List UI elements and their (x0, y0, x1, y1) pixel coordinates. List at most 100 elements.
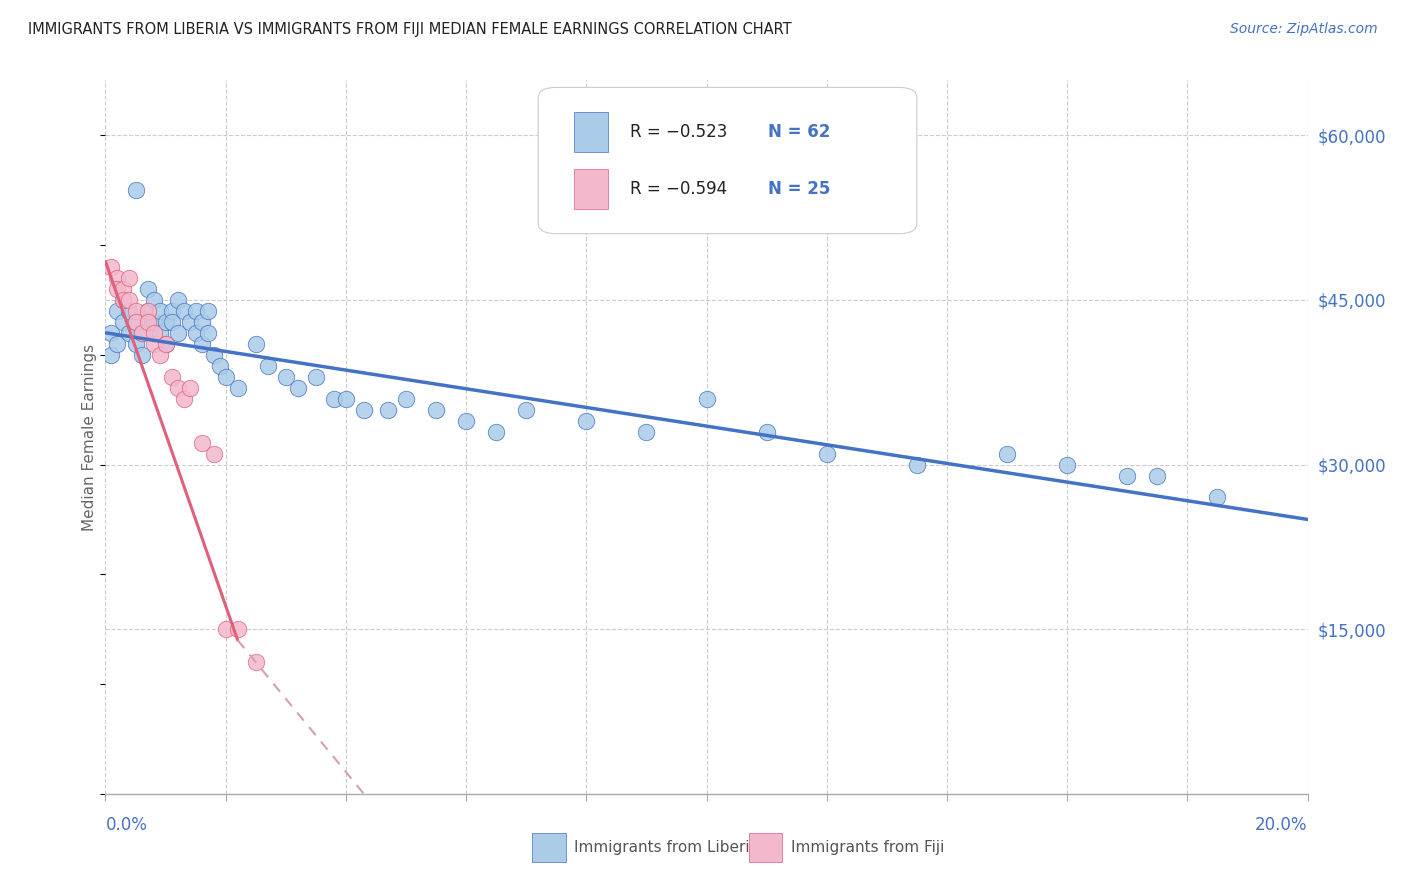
Point (142, 293, 165, 307)
Point (166, 293, 188, 307)
Point (142, 326, 165, 340)
Point (179, 315, 201, 329)
Point (395, 392, 418, 406)
Point (136, 303, 159, 318)
Text: N = 62: N = 62 (768, 123, 830, 141)
Text: N = 25: N = 25 (768, 180, 830, 198)
Point (166, 326, 188, 340)
Bar (748, 833, 782, 862)
Point (107, 336, 129, 351)
Text: 0.0%: 0.0% (105, 816, 148, 834)
Point (118, 271, 141, 285)
Point (305, 369, 328, 384)
Point (377, 402, 399, 417)
Point (131, 348, 153, 362)
Point (107, 303, 129, 318)
Point (124, 315, 146, 329)
Point (287, 381, 309, 395)
Text: Immigrants from Liberia: Immigrants from Liberia (574, 840, 759, 855)
Point (425, 402, 447, 417)
Point (112, 293, 135, 307)
Y-axis label: Median Female Earnings: Median Female Earnings (82, 343, 97, 531)
Text: IMMIGRANTS FROM LIBERIA VS IMMIGRANTS FROM FIJI MEDIAN FEMALE EARNINGS CORRELATI: IMMIGRANTS FROM LIBERIA VS IMMIGRANTS FR… (28, 22, 792, 37)
Point (197, 303, 219, 318)
Point (136, 282, 159, 296)
Point (322, 392, 344, 406)
Point (148, 348, 170, 362)
Point (100, 348, 122, 362)
Point (214, 622, 236, 636)
Point (636, 425, 658, 439)
Point (100, 326, 122, 340)
Point (179, 381, 201, 395)
Point (124, 183, 146, 197)
Point (575, 414, 598, 428)
Text: R = −0.523: R = −0.523 (630, 123, 727, 141)
Point (112, 315, 135, 329)
Point (515, 402, 537, 417)
Point (226, 381, 249, 395)
Point (485, 425, 508, 439)
Text: Source: ZipAtlas.com: Source: ZipAtlas.com (1230, 22, 1378, 37)
Point (173, 392, 195, 406)
Point (353, 402, 375, 417)
Point (173, 303, 195, 318)
Point (166, 381, 188, 395)
Point (454, 414, 477, 428)
Point (274, 369, 297, 384)
Point (214, 369, 236, 384)
Point (995, 446, 1018, 460)
Point (155, 315, 177, 329)
Point (136, 303, 159, 318)
Point (184, 326, 207, 340)
Bar (574, 112, 607, 152)
Point (1146, 468, 1168, 483)
Point (155, 336, 177, 351)
Point (245, 336, 267, 351)
Point (136, 315, 159, 329)
Point (184, 303, 207, 318)
Point (118, 326, 141, 340)
Point (190, 435, 212, 450)
Point (112, 293, 135, 307)
FancyBboxPatch shape (538, 87, 917, 234)
Point (107, 282, 129, 296)
Text: Immigrants from Fiji: Immigrants from Fiji (790, 840, 943, 855)
Point (696, 392, 718, 406)
Point (1206, 491, 1229, 505)
Bar (574, 169, 607, 209)
Point (131, 326, 153, 340)
Point (124, 315, 146, 329)
Point (755, 425, 778, 439)
Point (202, 348, 225, 362)
Text: 20.0%: 20.0% (1256, 816, 1308, 834)
Bar (533, 833, 565, 862)
Point (142, 315, 165, 329)
Point (124, 303, 146, 318)
Point (124, 336, 146, 351)
Point (160, 369, 183, 384)
Point (148, 303, 170, 318)
Point (226, 622, 249, 636)
Point (155, 336, 177, 351)
Point (208, 359, 231, 373)
Point (142, 336, 165, 351)
Point (1056, 458, 1078, 472)
Point (160, 303, 183, 318)
Point (815, 446, 838, 460)
Point (190, 315, 212, 329)
Point (118, 303, 141, 318)
Point (112, 282, 135, 296)
Point (131, 326, 153, 340)
Point (197, 326, 219, 340)
Point (190, 336, 212, 351)
Point (148, 326, 170, 340)
Point (107, 271, 129, 285)
Point (118, 293, 141, 307)
Point (335, 392, 357, 406)
Point (202, 446, 225, 460)
Point (100, 260, 122, 274)
Point (160, 315, 183, 329)
Point (245, 655, 267, 669)
Point (1116, 468, 1139, 483)
